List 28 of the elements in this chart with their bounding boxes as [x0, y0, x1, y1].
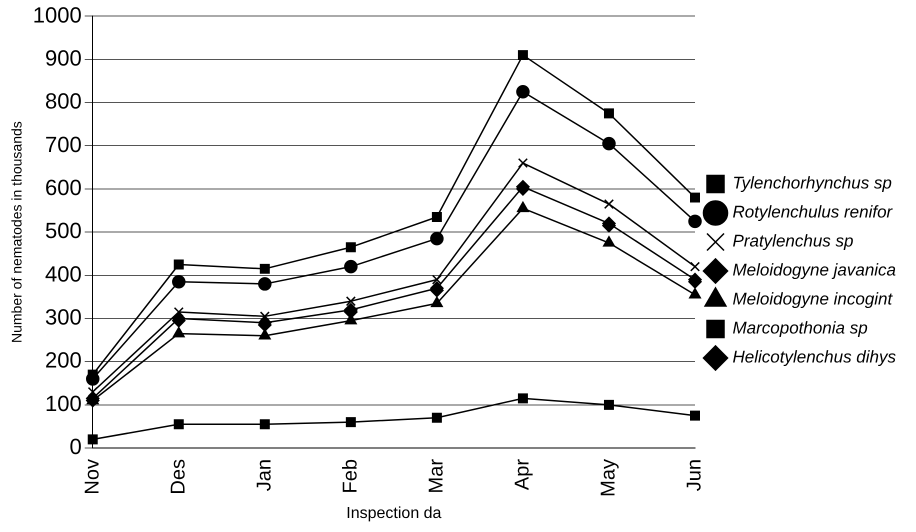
x-tick-label: Des — [167, 459, 190, 495]
y-tick-label: 700 — [45, 132, 82, 157]
y-tick-label: 800 — [45, 88, 82, 114]
legend-label: Meloidogyne javanica — [732, 260, 896, 280]
x-axis-title: Inspection da — [346, 504, 442, 522]
legend-label: Pratylenchus sp — [732, 232, 854, 251]
x-tick-label: Jan — [253, 459, 276, 492]
x-tick-label: Feb — [339, 459, 362, 494]
y-tick-label: 200 — [45, 348, 82, 373]
y-tick-label: 900 — [45, 45, 82, 70]
legend-label: Meloidogyne incogint — [732, 290, 894, 309]
y-tick-label: 300 — [45, 304, 82, 330]
x-tick-label: Nov — [81, 459, 104, 495]
x-tick-label: May — [597, 459, 620, 497]
legend-label: Helicotylenchus dihys — [732, 348, 896, 367]
x-tick-label: Apr — [511, 458, 534, 490]
y-tick-label: 1000 — [32, 2, 82, 28]
x-tick-label: Jun — [684, 459, 706, 492]
y-tick-label: 0 — [69, 434, 82, 460]
x-tick-label: Mar — [425, 458, 448, 494]
y-tick-label: 600 — [45, 174, 82, 200]
legend-label: Rotylenchulus renifor — [732, 202, 894, 222]
legend-label: Tylenchorhynchus sp — [732, 174, 892, 193]
y-tick-label: 500 — [45, 218, 82, 244]
y-axis-title: Number of nematodes in thousands — [8, 121, 24, 344]
legend-label: Marcopothonia sp — [732, 318, 868, 338]
y-tick-label: 100 — [45, 390, 82, 416]
y-tick-label: 400 — [45, 261, 82, 286]
